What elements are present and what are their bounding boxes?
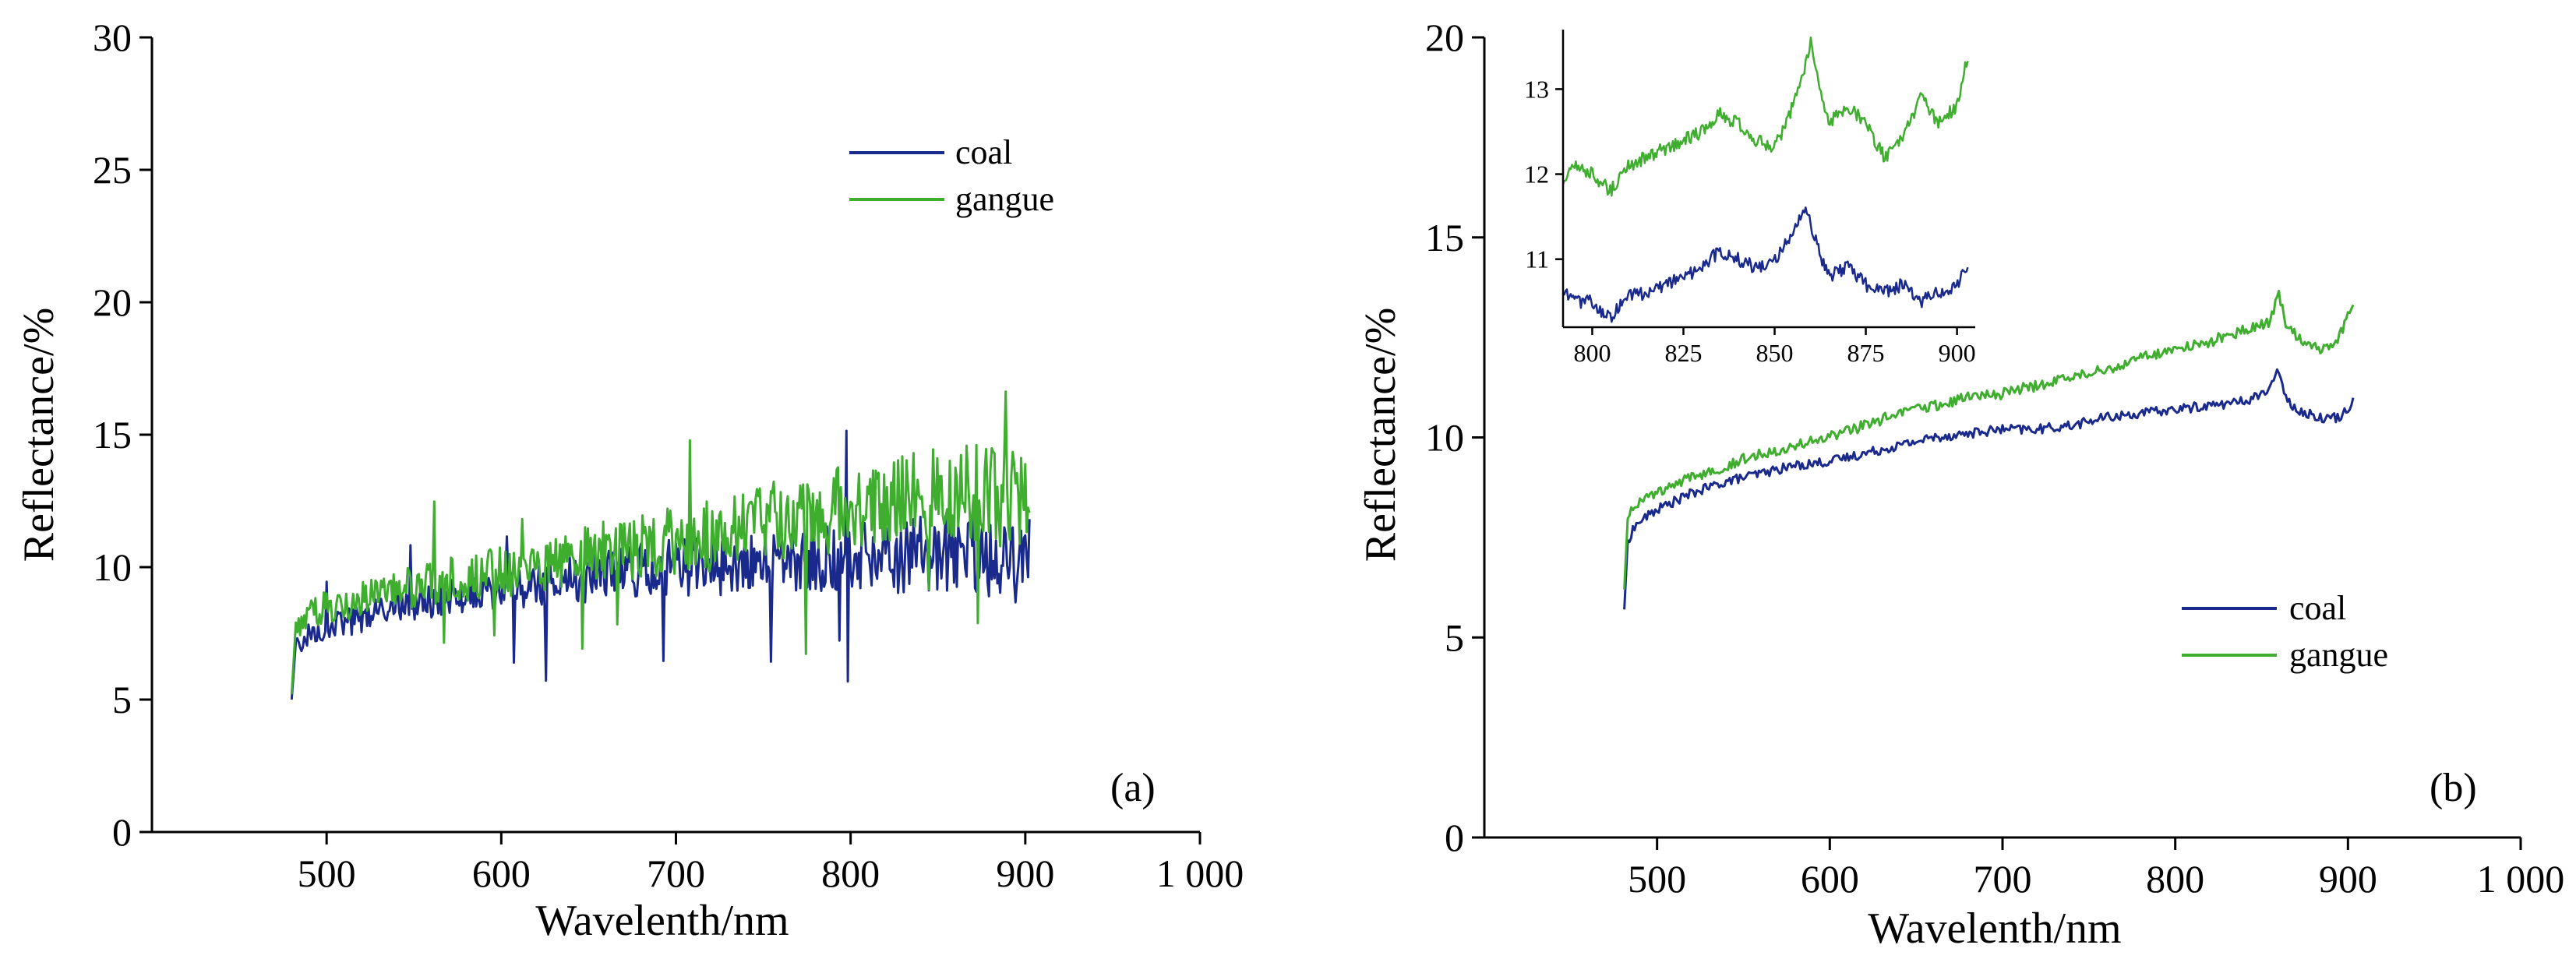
chart-b-ytick-label: 15 <box>1425 216 1464 259</box>
chart-b-x-ticks: 500 600 700 800 900 1 000 <box>1628 837 2564 901</box>
chart-a-xlabel: Wavelenth/nm <box>535 897 789 945</box>
chart-a-ytick-label: 15 <box>93 413 132 457</box>
chart-b-y-ticks: 0 5 10 15 20 <box>1425 16 1484 859</box>
chart-a-xtick-label: 1 000 <box>1156 851 1244 895</box>
chart-b-series-gangue <box>1623 289 2355 590</box>
chart-b-series-coal <box>1623 368 2355 610</box>
chart-a-ytick-label: 30 <box>93 16 132 59</box>
chart-b-ytick-label: 10 <box>1425 416 1464 460</box>
inset-xtick-label: 850 <box>1756 339 1794 367</box>
chart-a-xtick-label: 500 <box>298 851 356 895</box>
chart-a-y-ticks: 0 5 10 15 20 25 30 <box>93 16 152 854</box>
chart-b-ytick-label: 5 <box>1445 615 1464 659</box>
chart-b-ylabel: Reflectance/% <box>1357 308 1405 562</box>
chart-a-series-gangue <box>290 390 1031 695</box>
inset-y-ticks: 11 12 13 <box>1524 75 1563 273</box>
chart-b-xtick-label: 800 <box>2146 857 2204 901</box>
chart-a-ytick-label: 25 <box>93 148 132 192</box>
chart-b-xlabel: Wavelenth/nm <box>1868 904 2121 953</box>
inset-xtick-label: 825 <box>1664 339 1702 367</box>
inset-series-coal <box>1562 206 1969 323</box>
chart-a-xtick-label: 800 <box>821 851 880 895</box>
chart-b-inset: 11 12 13 800 825 850 875 900 <box>1524 30 1976 367</box>
chart-a-panel-label: (a) <box>1110 766 1156 810</box>
chart-b-xtick-label: 900 <box>2319 857 2377 901</box>
chart-b-ytick-label: 20 <box>1425 16 1464 59</box>
chart-a-xtick-label: 600 <box>472 851 531 895</box>
inset-ytick-label: 13 <box>1524 75 1549 103</box>
chart-a-x-ticks: 500 600 700 800 900 1 000 <box>298 832 1244 895</box>
chart-a-ylabel: Reflectance/% <box>15 308 63 562</box>
chart-b-xtick-label: 1 000 <box>2477 857 2565 901</box>
chart-a-ytick-label: 0 <box>112 810 132 854</box>
inset-x-ticks: 800 825 850 875 900 <box>1573 327 1976 367</box>
chart-a-legend: coal gangue <box>849 133 1054 218</box>
chart-b-xtick-label: 700 <box>1974 857 2032 901</box>
inset-series-group <box>1561 36 1969 323</box>
inset-series-gangue <box>1561 36 1969 197</box>
chart-a-xtick-label: 900 <box>996 851 1054 895</box>
chart-a-series-group <box>290 390 1031 700</box>
inset-xtick-label: 800 <box>1573 339 1611 367</box>
legend-a-label-gangue: gangue <box>955 180 1054 218</box>
chart-b-panel-label: (b) <box>2430 766 2477 810</box>
chart-b: 0 5 10 15 20 500 600 700 800 900 1 000 Reflectanc… <box>1357 16 2564 953</box>
chart-b-xtick-label: 600 <box>1801 857 1859 901</box>
inset-xtick-label: 900 <box>1939 339 1976 367</box>
chart-a-xtick-label: 700 <box>647 851 705 895</box>
inset-ytick-label: 12 <box>1524 160 1549 189</box>
legend-a-label-coal: coal <box>955 133 1012 171</box>
chart-a-ytick-label: 10 <box>93 545 132 589</box>
chart-a-series-coal <box>290 429 1031 700</box>
chart-a-ytick-label: 20 <box>93 280 132 324</box>
legend-b-label-coal: coal <box>2289 589 2346 627</box>
inset-xtick-label: 875 <box>1847 339 1885 367</box>
chart-b-series-group <box>1623 289 2355 610</box>
chart-a-ytick-label: 5 <box>112 678 132 721</box>
legend-b-label-gangue: gangue <box>2289 636 2388 674</box>
chart-b-ytick-label: 0 <box>1445 816 1464 859</box>
inset-ytick-label: 11 <box>1525 245 1549 273</box>
chart-a: 0 5 10 15 20 25 30 500 600 700 800 900 1 000 Reflec… <box>15 16 1244 945</box>
chart-b-xtick-label: 500 <box>1628 857 1686 901</box>
chart-b-legend: coal gangue <box>2182 589 2388 674</box>
